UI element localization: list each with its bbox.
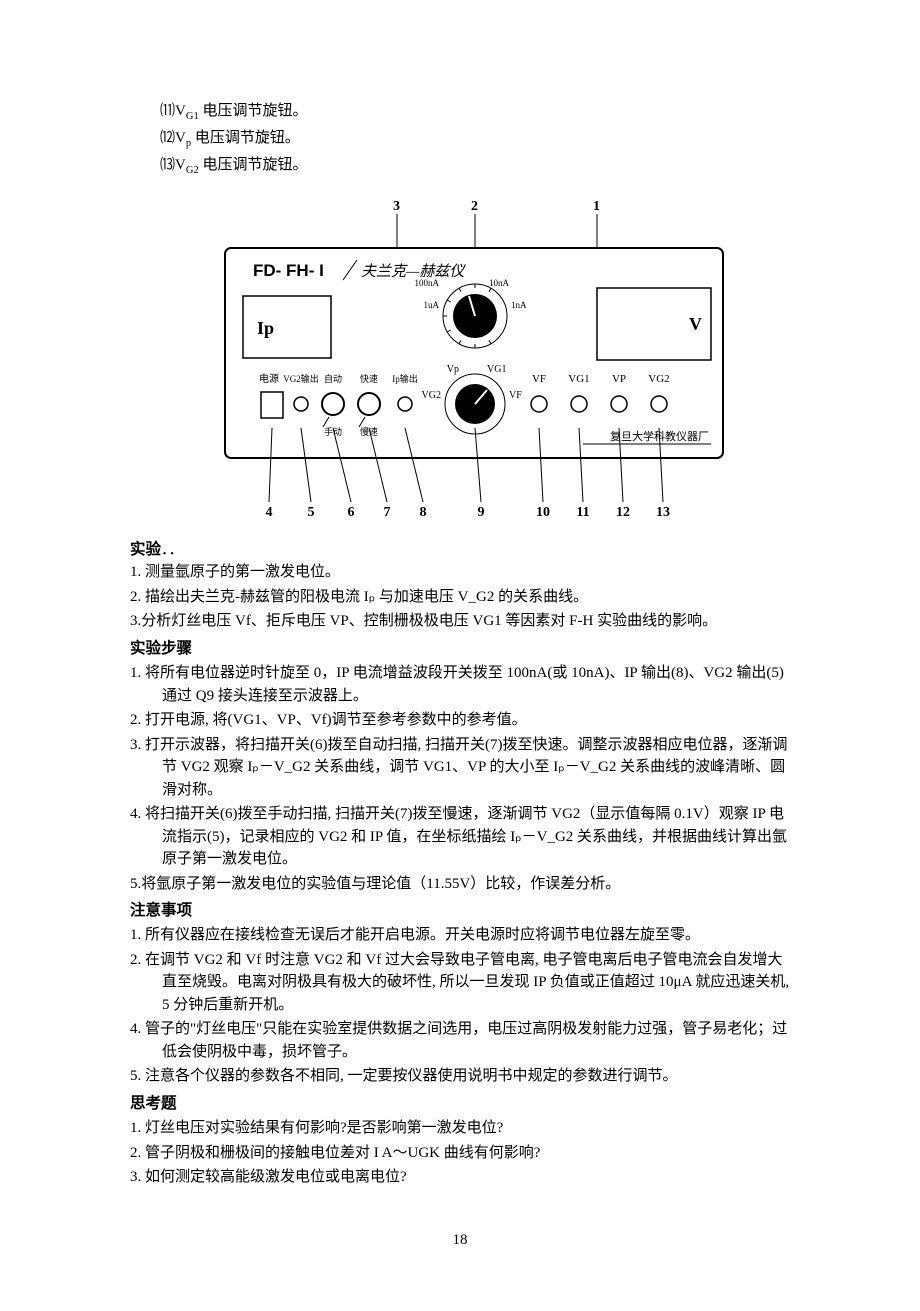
svg-text:10: 10 bbox=[536, 505, 550, 520]
svg-text:VG2: VG2 bbox=[648, 373, 669, 385]
question-item: 2. 管子阴极和栅极间的接触电位差对 I A～UGK 曲线有何影响? bbox=[130, 1142, 790, 1165]
svg-text:快速: 快速 bbox=[360, 373, 378, 384]
svg-text:10nA: 10nA bbox=[489, 278, 510, 288]
section-experiment: 实验．． 1. 测量氩原子的第一激发电位。2. 描绘出夫兰克-赫兹管的阳极电流 … bbox=[130, 538, 790, 633]
step-item: 1. 将所有电位器逆时针旋至 0，IP 电流增益波段开关拨至 100nA(或 1… bbox=[130, 662, 790, 707]
step-item: 5.将氩原子第一激发电位的实验值与理论值（11.55V）比较，作误差分析。 bbox=[130, 873, 790, 896]
svg-text:8: 8 bbox=[420, 505, 427, 520]
item-number: ⒀ bbox=[160, 157, 175, 173]
knob-line: ⑾VG1 电压调节旋钮。 bbox=[160, 100, 790, 125]
page-number: 18 bbox=[130, 1229, 790, 1252]
svg-text:Ip输出: Ip输出 bbox=[392, 373, 418, 384]
svg-text:1: 1 bbox=[593, 199, 600, 214]
question-item: 3. 如何测定较高能级激发电位或电离电位? bbox=[130, 1166, 790, 1189]
section-steps: 实验步骤 1. 将所有电位器逆时针旋至 0，IP 电流增益波段开关拨至 100n… bbox=[130, 637, 790, 895]
svg-text:6: 6 bbox=[348, 505, 355, 520]
svg-text:5: 5 bbox=[308, 505, 315, 520]
svg-text:1nA: 1nA bbox=[511, 300, 527, 310]
step-item: 3. 打开示波器，将扫描开关(6)拨至自动扫描, 扫描开关(7)拨至快速。调整示… bbox=[130, 734, 790, 802]
item-number: ⑿ bbox=[160, 130, 175, 146]
svg-text:VF: VF bbox=[509, 390, 522, 401]
svg-text:慢速: 慢速 bbox=[360, 426, 378, 437]
experiment-item: 2. 描绘出夫兰克-赫兹管的阳极电流 Iₚ 与加速电压 V_G2 的关系曲线。 bbox=[130, 586, 790, 609]
svg-text:VP: VP bbox=[612, 373, 626, 385]
svg-text:手动: 手动 bbox=[324, 426, 342, 437]
svg-text:自动: 自动 bbox=[324, 373, 342, 384]
note-item: 5. 注意各个仪器的参数各不相同, 一定要按仪器使用说明书中规定的参数进行调节。 bbox=[130, 1065, 790, 1088]
question-item: 1. 灯丝电压对实验结果有何影响?是否影响第一激发电位? bbox=[130, 1117, 790, 1140]
experiment-item: 1. 测量氩原子的第一激发电位。 bbox=[130, 561, 790, 584]
svg-text:FD- FH- I: FD- FH- I bbox=[253, 261, 324, 280]
svg-text:4: 4 bbox=[266, 505, 273, 520]
svg-text:VG2: VG2 bbox=[422, 390, 441, 401]
svg-text:11: 11 bbox=[576, 505, 589, 520]
note-item: 4. 管子的"灯丝电压"只能在实验室提供数据之间选用，电压过高阴极发射能力过强，… bbox=[130, 1018, 790, 1063]
section-title-questions: 思考题 bbox=[130, 1092, 790, 1115]
svg-text:12: 12 bbox=[616, 505, 630, 520]
note-item: 1. 所有仪器应在接线检查无误后才能开启电源。开关电源时应将调节电位器左旋至零。 bbox=[130, 924, 790, 947]
knob-line: ⑿Vp 电压调节旋钮。 bbox=[160, 127, 790, 152]
section-title-experiment: 实验 bbox=[130, 541, 161, 558]
section-questions: 思考题 1. 灯丝电压对实验结果有何影响?是否影响第一激发电位?2. 管子阴极和… bbox=[130, 1092, 790, 1189]
knob-description-list: ⑾VG1 电压调节旋钮。 ⑿Vp 电压调节旋钮。 ⒀VG2 电压调节旋钮。 bbox=[130, 100, 790, 178]
item-number: ⑾ bbox=[160, 103, 175, 119]
svg-text:1uA: 1uA bbox=[424, 300, 440, 310]
step-item: 2. 打开电源, 将(VG1、VP、Vf)调节至参考参数中的参考值。 bbox=[130, 709, 790, 732]
section-notes: 注意事项 1. 所有仪器应在接线检查无误后才能开启电源。开关电源时应将调节电位器… bbox=[130, 899, 790, 1088]
svg-text:13: 13 bbox=[656, 505, 670, 520]
svg-text:9: 9 bbox=[478, 505, 485, 520]
svg-text:VG1: VG1 bbox=[487, 364, 506, 375]
instrument-panel-diagram-wrap: 321FD- FH- I夫兰克—赫兹仪IpV100nA10nA1uA1nAVpV… bbox=[130, 196, 790, 534]
section-title-steps: 实验步骤 bbox=[130, 637, 790, 660]
instrument-panel-diagram: 321FD- FH- I夫兰克—赫兹仪IpV100nA10nA1uA1nAVpV… bbox=[165, 196, 755, 526]
svg-text:VG2输出: VG2输出 bbox=[283, 373, 319, 384]
step-item: 4. 将扫描开关(6)拨至手动扫描, 扫描开关(7)拨至慢速，逐渐调节 VG2（… bbox=[130, 803, 790, 871]
svg-text:7: 7 bbox=[384, 505, 391, 520]
svg-text:电源: 电源 bbox=[259, 372, 279, 385]
knob-line: ⒀VG2 电压调节旋钮。 bbox=[160, 154, 790, 179]
svg-text:Vp: Vp bbox=[447, 364, 459, 375]
svg-text:V: V bbox=[689, 314, 702, 334]
svg-text:100nA: 100nA bbox=[415, 278, 440, 288]
svg-text:VG1: VG1 bbox=[568, 373, 589, 385]
experiment-item: 3.分析灯丝电压 Vf、拒斥电压 VP、控制栅极极电压 VG1 等因素对 F-H… bbox=[130, 610, 790, 633]
svg-text:VF: VF bbox=[532, 373, 546, 385]
ellipsis: ．． bbox=[161, 542, 184, 558]
svg-text:3: 3 bbox=[393, 199, 400, 214]
svg-text:Ip: Ip bbox=[257, 318, 274, 338]
svg-text:2: 2 bbox=[471, 199, 478, 214]
section-title-notes: 注意事项 bbox=[130, 899, 790, 922]
note-item: 2. 在调节 VG2 和 Vf 时注意 VG2 和 Vf 过大会导致电子管电离,… bbox=[130, 949, 790, 1017]
